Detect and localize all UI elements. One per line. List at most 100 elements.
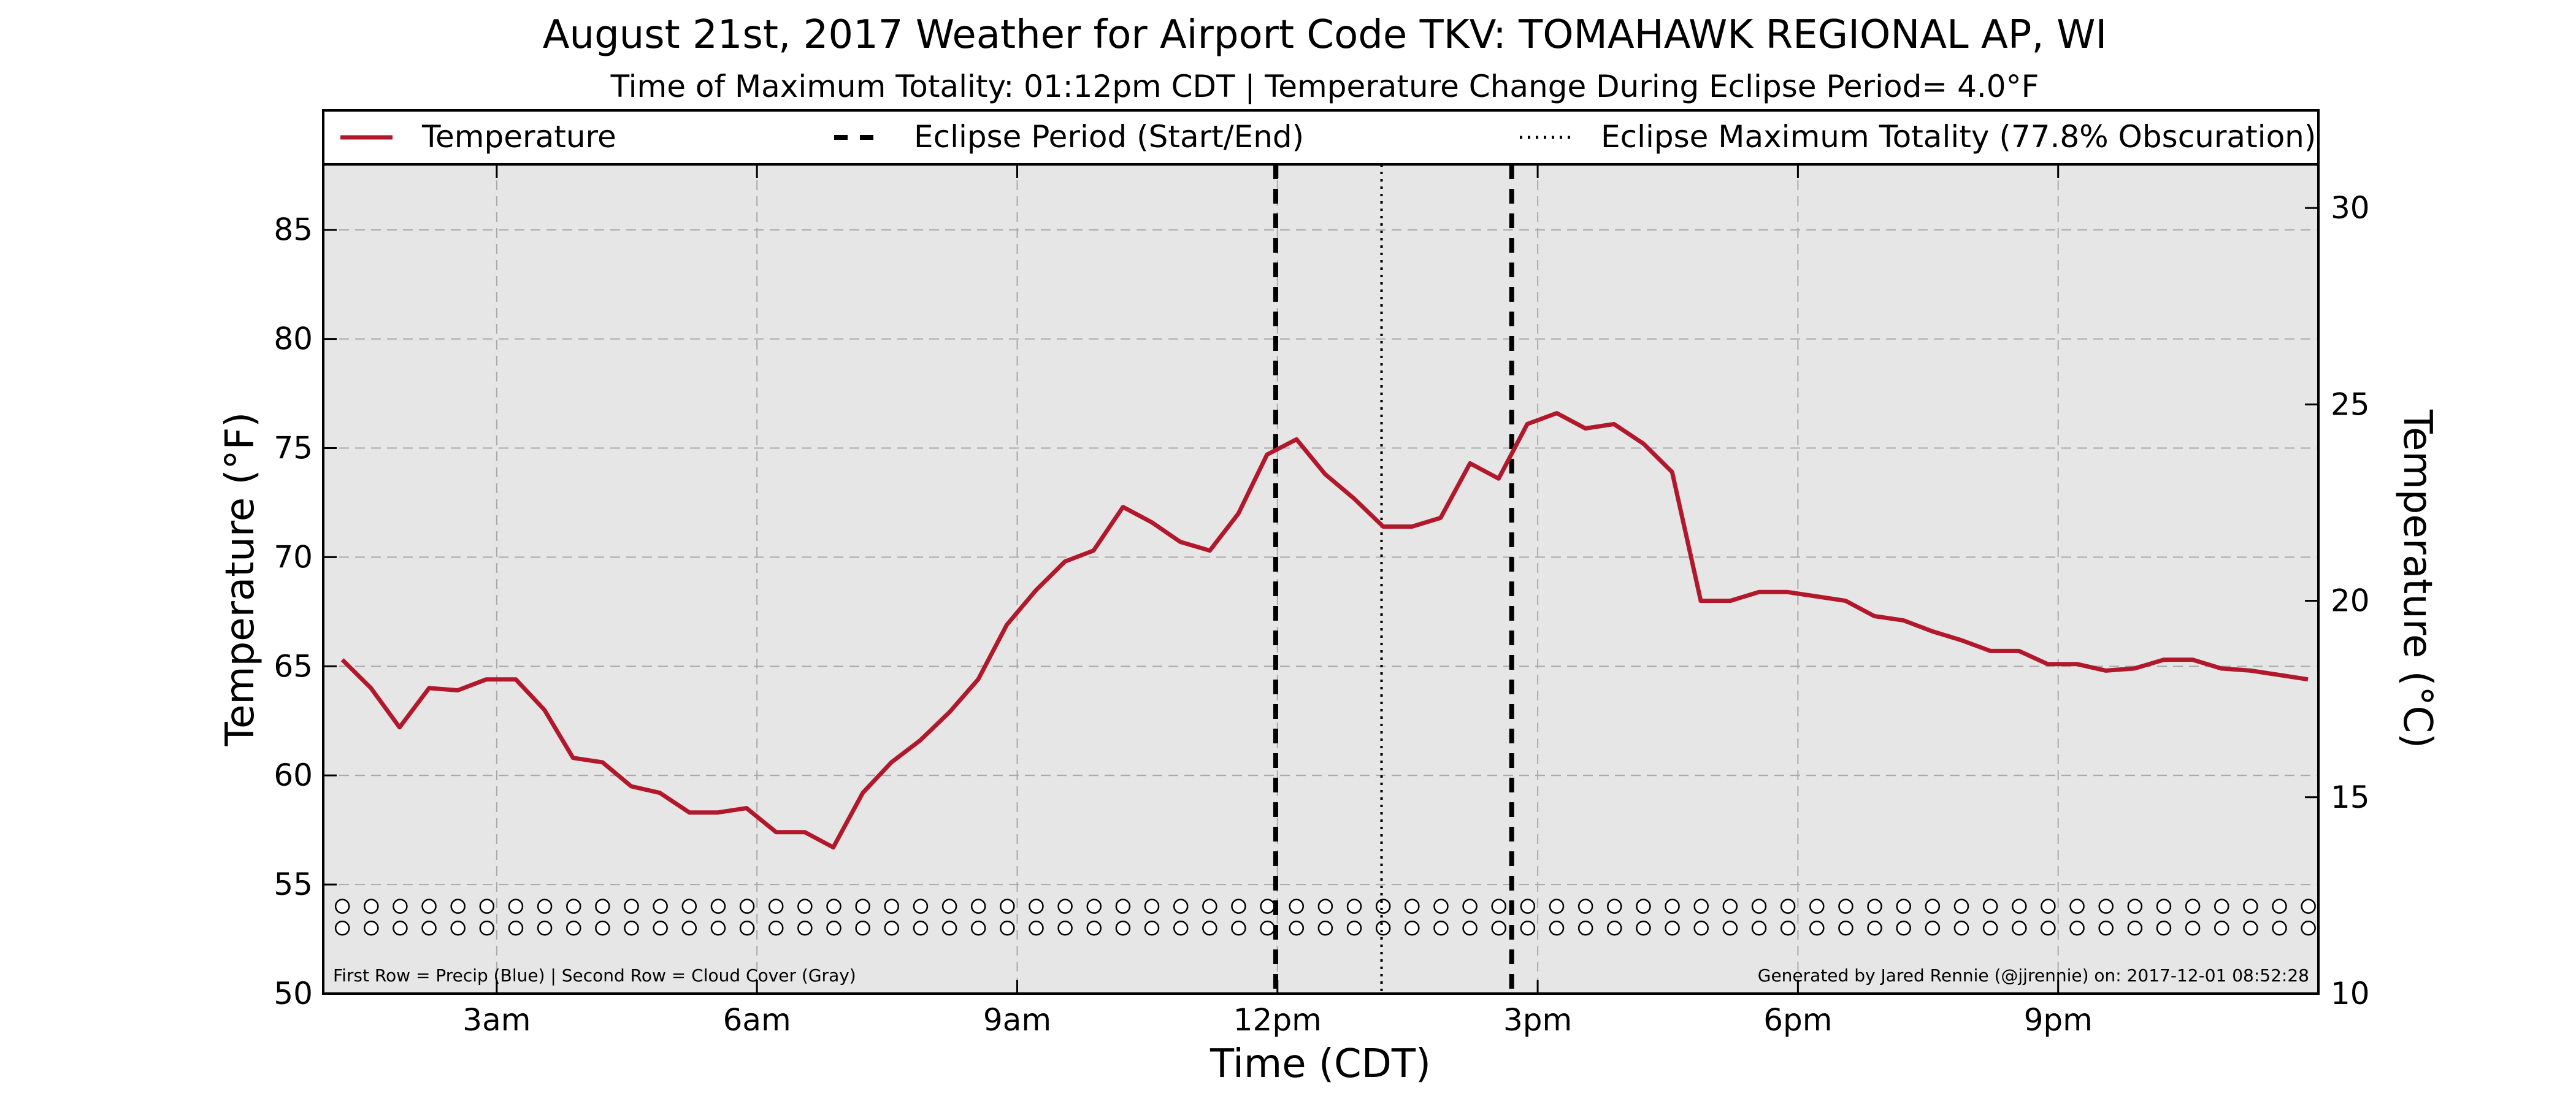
- marker-point: [739, 899, 755, 914]
- marker-point: [537, 899, 553, 914]
- marker-point: [710, 899, 726, 914]
- y-axis-label-right: Temperature (°C): [2394, 409, 2440, 748]
- x-axis-label: Time (CDT): [1209, 1041, 1431, 1087]
- marker-point: [1780, 921, 1796, 936]
- marker-point: [2301, 921, 2316, 936]
- marker-point: [739, 921, 755, 936]
- marker-point: [1433, 899, 1449, 914]
- marker-point: [1346, 921, 1362, 936]
- x-tick-label: 12pm: [1233, 1002, 1322, 1038]
- marker-point: [2185, 899, 2201, 914]
- marker-point: [334, 899, 350, 914]
- marker-point: [710, 921, 726, 936]
- marker-point: [1577, 899, 1593, 914]
- chart-title: August 21st, 2017 Weather for Airport Co…: [543, 12, 2107, 58]
- marker-point: [2069, 921, 2085, 936]
- marker-point: [1405, 921, 1420, 936]
- marker-point: [1925, 921, 1941, 936]
- marker-point: [1289, 899, 1304, 914]
- marker-point: [1925, 899, 1941, 914]
- y-tick-label-right: 10: [2331, 976, 2370, 1011]
- marker-point: [1722, 921, 1738, 936]
- footer-right-credit: Generated by Jared Rennie (@jjrennie) on…: [1758, 965, 2309, 986]
- y-tick-label: 70: [274, 539, 313, 575]
- marker-point: [393, 899, 408, 914]
- x-tick-label: 6pm: [1763, 1002, 1832, 1038]
- y-tick-label: 50: [274, 976, 313, 1011]
- marker-point: [2069, 899, 2085, 914]
- marker-point: [1491, 899, 1506, 914]
- marker-point: [1317, 921, 1333, 936]
- marker-point: [1953, 899, 1969, 914]
- marker-point: [1115, 899, 1131, 914]
- marker-point: [2041, 921, 2056, 936]
- marker-point: [479, 921, 495, 936]
- marker-point: [334, 921, 350, 936]
- marker-point: [2214, 921, 2229, 936]
- marker-point: [941, 899, 957, 914]
- marker-point: [1520, 921, 1536, 936]
- marker-point: [1665, 899, 1680, 914]
- marker-point: [2243, 921, 2258, 936]
- marker-point: [595, 899, 610, 914]
- marker-point: [1057, 921, 1073, 936]
- marker-point: [508, 921, 524, 936]
- x-tick-label: 3pm: [1503, 1002, 1572, 1038]
- marker-point: [1693, 921, 1709, 936]
- marker-point: [1317, 899, 1333, 914]
- marker-point: [2041, 899, 2056, 914]
- marker-point: [768, 899, 784, 914]
- marker-rows: [334, 899, 2316, 936]
- marker-point: [2185, 921, 2201, 936]
- marker-point: [2011, 899, 2027, 914]
- marker-point: [1029, 899, 1044, 914]
- eclipse-lines: [1273, 164, 1514, 994]
- legend-label-eclipse-max: Eclipse Maximum Totality (77.8% Obscurat…: [1601, 119, 2316, 155]
- marker-point: [1260, 899, 1275, 914]
- marker-point: [1607, 899, 1622, 914]
- y-tick-label-right: 15: [2331, 780, 2370, 815]
- x-tick-label: 9pm: [2024, 1002, 2093, 1038]
- marker-point: [1202, 921, 1217, 936]
- marker-point: [1289, 921, 1304, 936]
- marker-point: [537, 921, 553, 936]
- marker-point: [1346, 899, 1362, 914]
- marker-point: [1375, 899, 1391, 914]
- marker-point: [1462, 899, 1478, 914]
- marker-point: [393, 921, 408, 936]
- marker-point: [624, 899, 639, 914]
- marker-point: [2127, 921, 2143, 936]
- marker-point: [1029, 921, 1044, 936]
- x-tick-label: 9am: [983, 1002, 1051, 1038]
- marker-point: [479, 899, 495, 914]
- marker-point: [1549, 899, 1565, 914]
- marker-point: [421, 921, 437, 936]
- marker-point: [450, 921, 466, 936]
- series-layer: [340, 411, 2309, 850]
- marker-point: [1953, 921, 1969, 936]
- marker-point: [2098, 921, 2114, 936]
- marker-point: [768, 921, 784, 936]
- marker-point: [1896, 921, 1911, 936]
- marker-point: [1086, 921, 1102, 936]
- grid: [323, 164, 2318, 994]
- marker-point: [1896, 899, 1911, 914]
- marker-point: [1722, 899, 1738, 914]
- marker-point: [1405, 899, 1420, 914]
- legend-label-eclipse-period: Eclipse Period (Start/End): [914, 119, 1304, 155]
- marker-point: [1636, 921, 1651, 936]
- marker-point: [826, 921, 841, 936]
- x-tick-label: 6am: [723, 1002, 791, 1038]
- marker-point: [364, 899, 379, 914]
- marker-point: [450, 899, 466, 914]
- marker-point: [1144, 921, 1160, 936]
- marker-point: [1491, 921, 1506, 936]
- marker-point: [2243, 899, 2258, 914]
- marker-point: [681, 921, 697, 936]
- marker-point: [1057, 899, 1073, 914]
- marker-point: [1780, 899, 1796, 914]
- marker-point: [1693, 899, 1709, 914]
- marker-point: [1144, 899, 1160, 914]
- marker-point: [624, 921, 639, 936]
